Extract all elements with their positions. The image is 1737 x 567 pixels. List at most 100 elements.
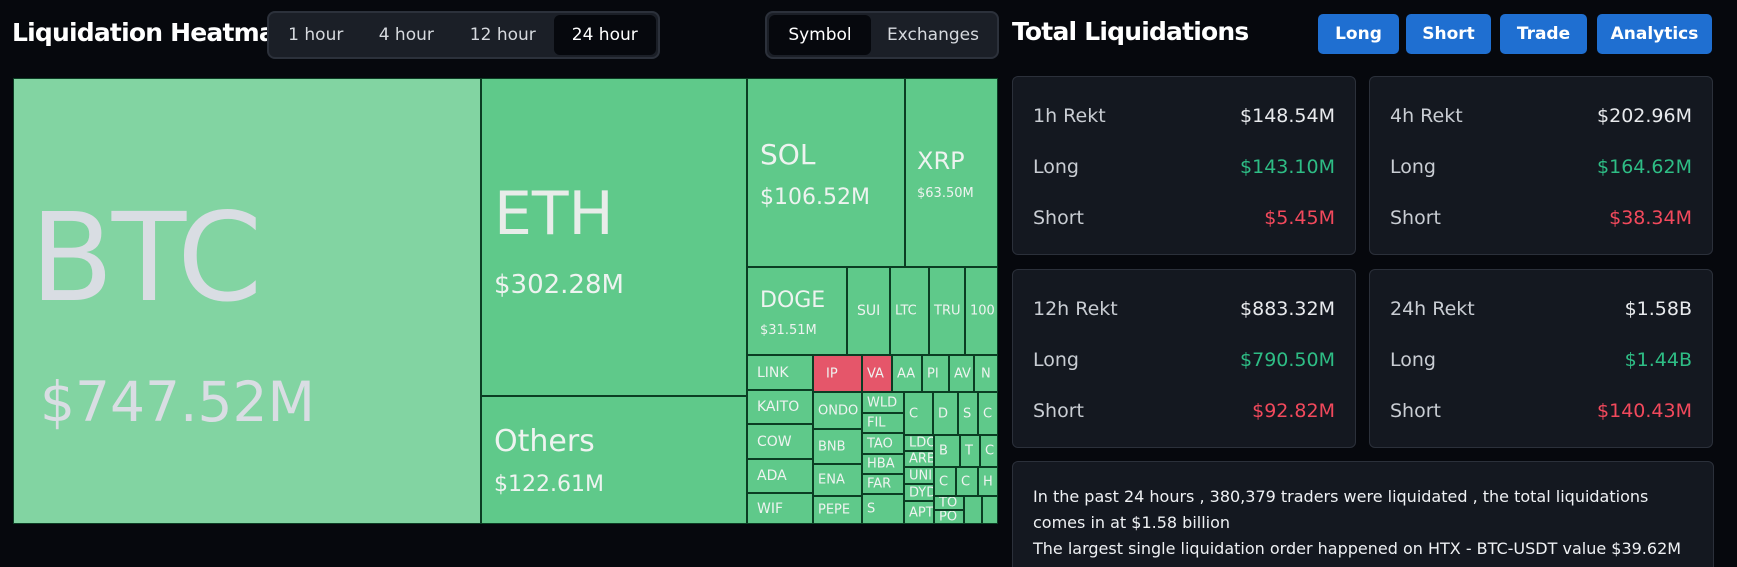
tile-h1[interactable]: H: [978, 467, 998, 496]
tile-eth[interactable]: ETH $302.28M: [481, 78, 747, 396]
tile-ada[interactable]: ADA: [747, 459, 813, 493]
summary-line-total: In the past 24 hours , 380,379 traders w…: [1033, 487, 1649, 532]
tile-symbol: FIL: [867, 415, 886, 431]
tile-fil[interactable]: FIL: [862, 413, 904, 433]
card-total: $202.96M: [1597, 105, 1692, 127]
tile-value: $302.28M: [494, 270, 624, 300]
tile-symbol: DOGE: [760, 288, 826, 313]
rekt-card-24h: 24h Rekt $1.58B Long $1.44B Short $140.43M: [1369, 269, 1713, 448]
tile-c2[interactable]: C: [978, 392, 998, 435]
tile-va[interactable]: VA: [862, 355, 892, 392]
tile-far[interactable]: FAR: [862, 474, 904, 494]
tile-c5[interactable]: C: [956, 467, 978, 496]
tile-symbol: PO: [939, 510, 958, 524]
tile-misc[interactable]: [982, 496, 998, 524]
long-value: $143.10M: [1240, 156, 1335, 178]
tile-arb[interactable]: ARB: [904, 451, 934, 467]
tile-c1[interactable]: C: [904, 392, 933, 435]
liquidation-treemap: BTC $747.52M ETH $302.28M Others $122.61…: [13, 78, 998, 524]
tile-btc[interactable]: BTC $747.52M: [13, 78, 481, 524]
tile-sol[interactable]: SOL $106.52M: [747, 78, 905, 267]
card-label: 12h Rekt: [1033, 298, 1118, 320]
tile-av[interactable]: AV: [949, 355, 974, 392]
short-button[interactable]: Short: [1406, 14, 1491, 54]
tile-c4[interactable]: C: [934, 467, 956, 496]
tile-uni[interactable]: UNI: [904, 467, 934, 484]
tile-symbol: ONDO: [818, 403, 859, 418]
tile-symbol: BNB: [818, 439, 846, 454]
tile-doge[interactable]: DOGE $31.51M: [747, 267, 847, 355]
tile-b1[interactable]: B: [934, 435, 960, 467]
tile-tao[interactable]: TAO: [862, 433, 904, 454]
tile-value: $63.50M: [917, 186, 974, 201]
rekt-card-1h: 1h Rekt $148.54M Long $143.10M Short $5.45M: [1012, 76, 1356, 255]
tile-ip[interactable]: IP: [813, 355, 862, 392]
long-label: Long: [1390, 349, 1436, 371]
tile-ondo[interactable]: ONDO: [813, 392, 862, 429]
tile-cow[interactable]: COW: [747, 424, 813, 459]
tile-pepe[interactable]: PEPE: [813, 496, 862, 524]
tile-sui[interactable]: SUI: [847, 267, 890, 355]
tile-symbol: LINK: [757, 364, 789, 381]
tile-c3[interactable]: C: [980, 435, 998, 467]
tile-symbol: WIF: [757, 500, 784, 517]
tile-trump[interactable]: TRU: [929, 267, 965, 355]
trade-button[interactable]: Trade: [1500, 14, 1587, 54]
tile-misc[interactable]: [964, 496, 982, 524]
tile-kaito[interactable]: KAITO: [747, 390, 813, 424]
card-label: 24h Rekt: [1390, 298, 1475, 320]
summary-line-largest: The largest single liquidation order hap…: [1033, 539, 1682, 558]
view-option-symbol[interactable]: Symbol: [769, 15, 871, 55]
tile-ena[interactable]: ENA: [813, 464, 862, 496]
tile-value: $106.52M: [760, 185, 870, 210]
tile-s1[interactable]: S: [958, 392, 978, 435]
long-value: $164.62M: [1597, 156, 1692, 178]
tile-symbol: TO: [939, 496, 958, 510]
tile-xrp[interactable]: XRP $63.50M: [905, 78, 998, 267]
tile-n[interactable]: N: [974, 355, 998, 392]
long-label: Long: [1390, 156, 1436, 178]
view-option-exchanges[interactable]: Exchanges: [887, 25, 979, 45]
tile-others[interactable]: Others $122.61M: [481, 396, 747, 524]
tile-link[interactable]: LINK: [747, 355, 813, 390]
time-option-24h[interactable]: 24 hour: [553, 15, 656, 55]
tile-symbol: TRU: [934, 303, 961, 319]
tile-apt[interactable]: APT: [904, 501, 934, 524]
time-range-selector: 1 hour 4 hour 12 hour 24 hour: [267, 11, 660, 59]
tile-po[interactable]: PO: [934, 510, 964, 524]
long-label: Long: [1033, 349, 1079, 371]
tile-symbol: ETH: [494, 179, 614, 249]
tile-bnb[interactable]: BNB: [813, 429, 862, 464]
long-label: Long: [1033, 156, 1079, 178]
tile-d1[interactable]: D: [933, 392, 958, 435]
tile-t1[interactable]: T: [960, 435, 980, 467]
long-button[interactable]: Long: [1318, 14, 1399, 54]
tile-to[interactable]: TO: [934, 496, 964, 510]
tile-ldo[interactable]: LDO: [904, 435, 934, 451]
tile-aa[interactable]: AA: [892, 355, 922, 392]
tile-s[interactable]: S: [862, 494, 904, 524]
tile-symbol: C: [939, 474, 949, 489]
tile-symbol: VA: [867, 366, 884, 381]
tile-symbol: C: [985, 443, 995, 459]
tile-1000[interactable]: 100: [965, 267, 998, 355]
time-option-1h[interactable]: 1 hour: [288, 25, 344, 45]
heatmap-title: Liquidation Heatmap: [12, 18, 293, 47]
tile-symbol: WLD: [867, 395, 898, 410]
tile-wld[interactable]: WLD: [862, 392, 904, 413]
tile-symbol: AA: [897, 366, 916, 381]
tile-hbar[interactable]: HBA: [862, 454, 904, 474]
tile-dyd[interactable]: DYD: [904, 484, 934, 501]
time-option-12h[interactable]: 12 hour: [469, 25, 536, 45]
tile-symbol: 100: [970, 303, 995, 319]
time-option-4h[interactable]: 4 hour: [378, 25, 434, 45]
tile-symbol: APT: [909, 505, 934, 520]
tile-ltc[interactable]: LTC: [890, 267, 929, 355]
card-label: 1h Rekt: [1033, 105, 1106, 127]
tile-symbol: SUI: [857, 303, 881, 319]
tile-value: $31.51M: [760, 323, 817, 338]
tile-wif[interactable]: WIF: [747, 493, 813, 524]
analytics-button[interactable]: Analytics: [1597, 14, 1712, 54]
tile-pi[interactable]: PI: [922, 355, 949, 392]
tile-symbol: AV: [954, 366, 971, 381]
